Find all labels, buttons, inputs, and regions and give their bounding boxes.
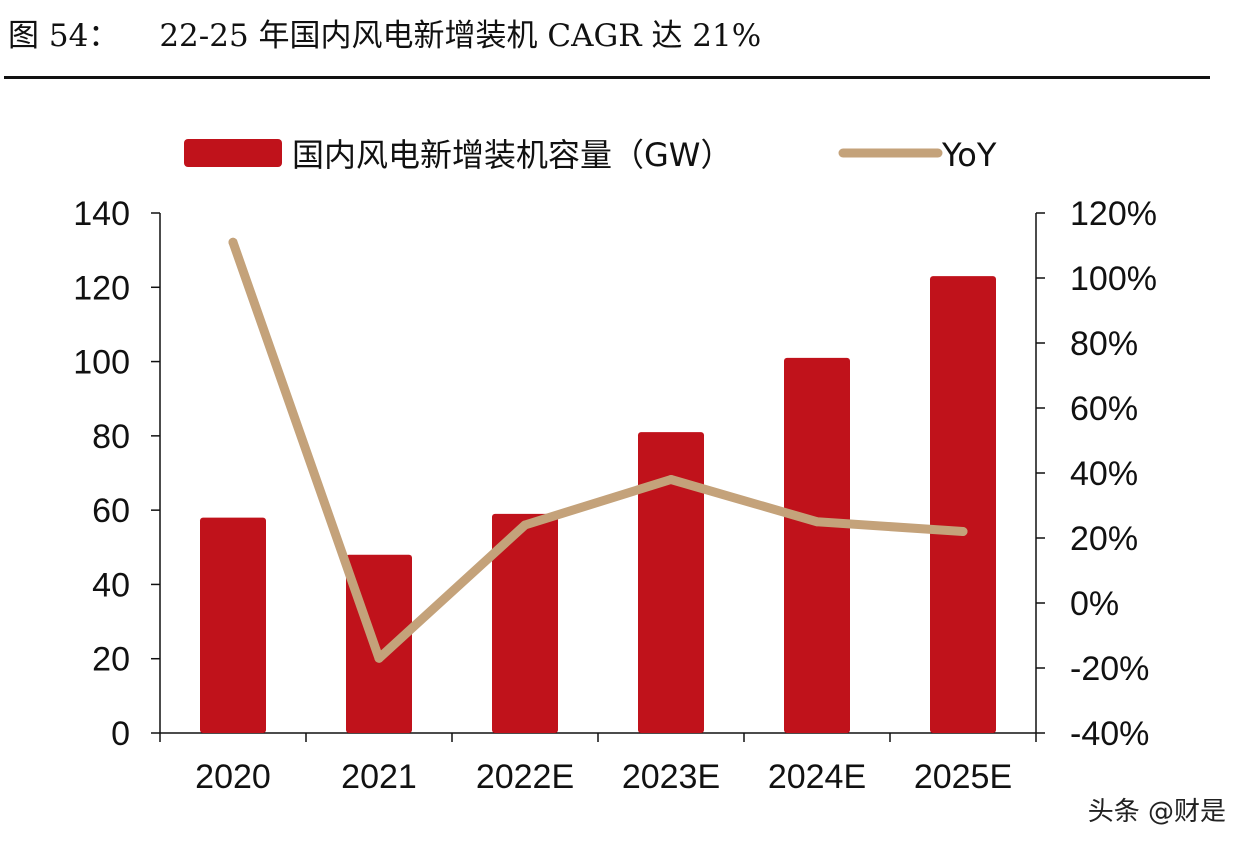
legend-label-line: YoY bbox=[941, 136, 997, 174]
y-left-tick-label: 60 bbox=[92, 492, 130, 530]
figure-number: 图 54： bbox=[8, 18, 120, 54]
yoy-point bbox=[666, 475, 676, 484]
y-right-tick-label: 60% bbox=[1070, 390, 1138, 428]
title-divider bbox=[4, 76, 1210, 79]
yoy-point bbox=[812, 517, 822, 527]
x-tick-label: 2024E bbox=[768, 758, 866, 796]
y-left-tick-label: 20 bbox=[92, 641, 130, 679]
bar bbox=[200, 517, 266, 733]
figure-caption: 22-25 年国内风电新增装机 CAGR 达 21% bbox=[159, 18, 762, 54]
x-tick-label: 2020 bbox=[195, 758, 271, 796]
y-right-tick-label: -20% bbox=[1070, 650, 1149, 688]
bar bbox=[784, 357, 850, 733]
y-left-tick-label: 140 bbox=[73, 195, 130, 233]
yoy-point bbox=[228, 237, 238, 247]
yoy-point bbox=[374, 653, 384, 663]
bar-series bbox=[200, 276, 996, 733]
bar bbox=[492, 513, 558, 733]
y-left-tick-label: 100 bbox=[73, 344, 130, 382]
line-series bbox=[228, 237, 968, 663]
axes: 0 20 40 60 80 100 120 140 -40% -20% 0% 20% 40% 60% 80%… bbox=[73, 195, 1157, 796]
y-left-tick-label: 40 bbox=[92, 566, 130, 604]
figure-title: 图 54： 22-25 年国内风电新增装机 CAGR 达 21% bbox=[8, 10, 1208, 62]
y-right-tick-label: 40% bbox=[1070, 455, 1138, 493]
x-tick-label: 2022E bbox=[476, 758, 574, 796]
yoy-point bbox=[958, 527, 968, 536]
legend: 国内风电新增装机容量（GW） YoY bbox=[184, 136, 997, 174]
legend-label-bar: 国内风电新增装机容量（GW） bbox=[292, 136, 732, 174]
legend-swatch-bar bbox=[184, 139, 282, 167]
yoy-line bbox=[228, 237, 968, 663]
watermark: 头条 @财是 bbox=[1087, 797, 1226, 827]
y-right-tick-label: 100% bbox=[1070, 260, 1157, 298]
y-right-tick-label: 0% bbox=[1070, 585, 1119, 623]
yoy-point bbox=[520, 520, 530, 530]
y-right-tick-label: 80% bbox=[1070, 325, 1138, 363]
x-tick-label: 2025E bbox=[914, 758, 1012, 796]
y-left-tick-label: 120 bbox=[73, 269, 130, 307]
bar bbox=[930, 276, 996, 733]
y-left-tick-label: 0 bbox=[111, 715, 130, 753]
x-tick-label: 2023E bbox=[622, 758, 720, 796]
y-right-tick-label: 120% bbox=[1070, 195, 1157, 233]
bar bbox=[638, 432, 704, 733]
y-left-tick-label: 80 bbox=[92, 418, 130, 456]
y-right-tick-label: -40% bbox=[1070, 715, 1149, 753]
x-tick-label: 2021 bbox=[341, 758, 417, 796]
y-right-tick-label: 20% bbox=[1070, 520, 1138, 558]
